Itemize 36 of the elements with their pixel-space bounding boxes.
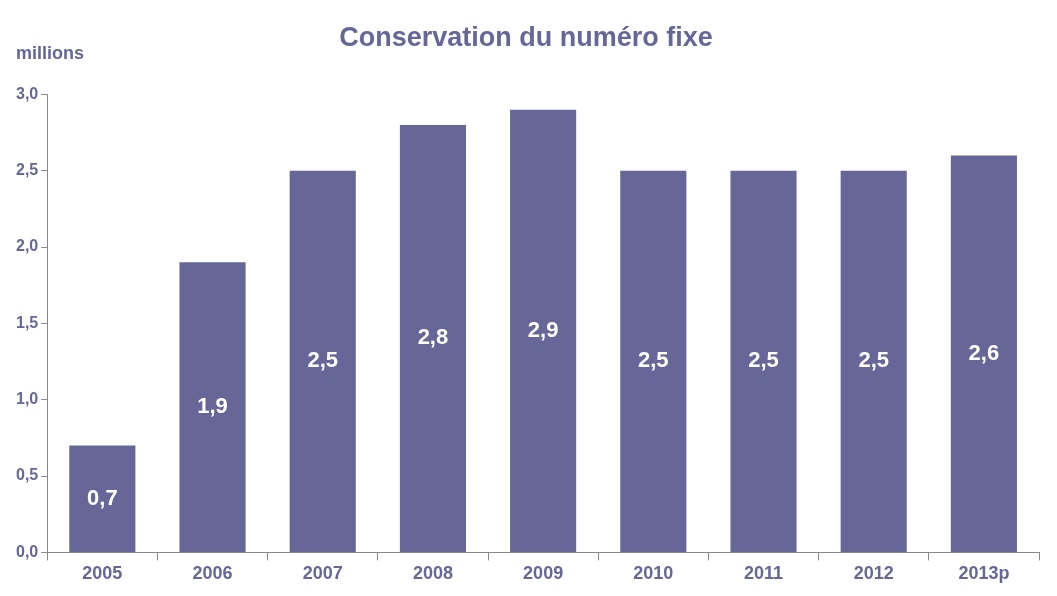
x-tick-label: 2012 bbox=[853, 563, 894, 584]
y-tick-label: 0,0 bbox=[15, 542, 39, 560]
bar bbox=[399, 124, 466, 552]
bar bbox=[840, 170, 907, 552]
x-tick-label: 2009 bbox=[523, 563, 564, 584]
x-tick-label: 2008 bbox=[412, 563, 453, 584]
data-label: 2,5 bbox=[638, 347, 669, 373]
bar bbox=[510, 109, 577, 552]
y-tick-label: 3,0 bbox=[15, 84, 39, 102]
x-tick-label: 2010 bbox=[633, 563, 674, 584]
data-label: 2,5 bbox=[748, 347, 779, 373]
y-tick-label: 0,5 bbox=[15, 466, 39, 484]
chart-title: Conservation du numéro fixe bbox=[339, 21, 713, 52]
bar bbox=[730, 170, 797, 552]
data-label: 2,9 bbox=[527, 316, 559, 342]
x-tick-label: 2006 bbox=[192, 563, 233, 584]
bar bbox=[69, 445, 136, 552]
y-tick-label: 2,5 bbox=[15, 161, 39, 179]
bar bbox=[179, 262, 246, 552]
x-tick-label: 2007 bbox=[302, 563, 343, 584]
data-label: 0,7 bbox=[87, 484, 118, 510]
data-label: 2,6 bbox=[968, 339, 1000, 365]
x-tick-label: 2011 bbox=[743, 563, 784, 584]
bar bbox=[950, 155, 1017, 552]
x-tick-label: 2013p bbox=[958, 563, 1010, 584]
y-axis-title: millions bbox=[16, 42, 85, 63]
bar bbox=[289, 170, 356, 552]
data-label: 2,5 bbox=[858, 347, 889, 373]
y-tick-label: 2,0 bbox=[15, 237, 39, 255]
bar bbox=[620, 170, 687, 552]
data-label: 2,8 bbox=[417, 324, 449, 350]
y-tick-label: 1,0 bbox=[15, 390, 39, 408]
x-tick-label: 2005 bbox=[82, 563, 123, 584]
data-label: 2,5 bbox=[307, 347, 339, 373]
data-label: 1,9 bbox=[197, 393, 228, 419]
y-tick-label: 1,5 bbox=[15, 313, 39, 331]
